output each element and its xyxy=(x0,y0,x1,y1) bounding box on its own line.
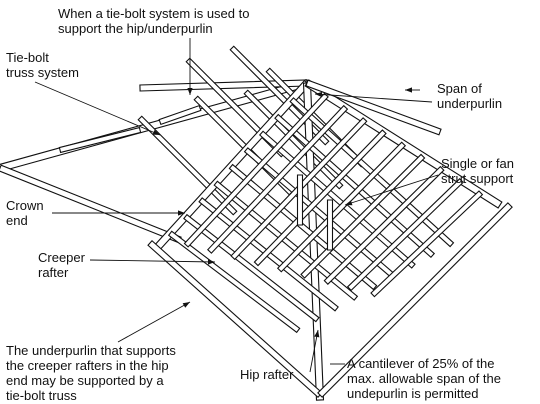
arrow-hip-rafter xyxy=(314,330,320,338)
creeper-rafter xyxy=(276,141,407,273)
top-note-label: When a tie-bolt system is used to suppor… xyxy=(58,6,249,36)
leader-span xyxy=(314,93,433,103)
creeper-rafter xyxy=(323,165,445,285)
arrow-strut xyxy=(345,200,353,206)
creeper-rafter xyxy=(370,190,484,298)
ridge-extension xyxy=(305,79,442,136)
underpurlin-note-line-4: tie-bolt truss xyxy=(6,388,77,403)
leader-strut xyxy=(344,174,439,206)
span-line-2: underpurlin xyxy=(437,96,503,111)
creeper-line-2: rafter xyxy=(38,265,69,280)
creeper-line-1: Creeper xyxy=(38,250,85,265)
ridge-board xyxy=(0,78,309,173)
tie-bolt-truss-member xyxy=(158,104,202,126)
leader-creeper xyxy=(89,259,216,263)
strut-support xyxy=(296,174,304,226)
leader-hip-rafter xyxy=(309,329,319,373)
underpurlin-note-label: The underpurlin that supports the creepe… xyxy=(6,343,176,403)
strut-support-label: Single or fan strut support xyxy=(441,156,514,186)
creeper-rafter xyxy=(274,113,436,259)
common-rafter xyxy=(137,115,238,216)
leader-underpurlin xyxy=(117,301,191,343)
arrow-span xyxy=(315,91,323,98)
tie-bolt-truss-line-1: Tie-bolt xyxy=(6,50,49,65)
cantilever-note-label: A cantilever of 25% of the max. allowabl… xyxy=(347,356,501,401)
crown-end-beam xyxy=(0,164,182,244)
arrow-underpurlin xyxy=(182,302,190,308)
creeper-rafter xyxy=(183,213,320,323)
leader-tie-bolt xyxy=(34,81,161,136)
hip-rafter-label: Hip rafter xyxy=(240,367,293,382)
crown-end-line-2: end xyxy=(6,213,28,228)
cantilever-line-3: undepurlin is permitted xyxy=(347,386,479,401)
cantilever-line-1: A cantilever of 25% of the xyxy=(347,356,495,371)
strut-line-1: Single or fan xyxy=(441,156,514,171)
span-line-1: Span of xyxy=(437,81,482,96)
arrow-creeper xyxy=(208,259,215,265)
span-of-underpurlin-label: Span of underpurlin xyxy=(437,81,502,111)
hip-rafter-line-1: Hip rafter xyxy=(240,367,294,382)
creeper-rafter xyxy=(346,178,464,292)
arrow-tie-bolt xyxy=(152,129,160,135)
tie-bolt-truss-label: Tie-bolt truss system xyxy=(6,50,79,80)
strut-line-2: strut support xyxy=(441,171,514,186)
crown-end-label: Crown end xyxy=(6,198,44,228)
underpurlin-note-line-3: end may be supported by a xyxy=(6,373,164,388)
tie-bolt-truss-line-2: truss system xyxy=(6,65,79,80)
creeper-rafter xyxy=(167,230,301,334)
creeper-rafter xyxy=(183,92,329,248)
underpurlin-note-line-1: The underpurlin that supports xyxy=(6,343,176,358)
arrow-span-top xyxy=(405,87,412,93)
arrow-crown-end xyxy=(178,210,185,216)
creeper-rafter-label: Creeper rafter xyxy=(38,250,85,280)
tie-bolt-truss-member xyxy=(58,126,142,154)
underpurlin-note-line-2: the creeper rafters in the hip xyxy=(6,358,169,373)
creeper-rafter xyxy=(207,104,349,254)
top-note-line-2: support the hip/underpurlin xyxy=(58,21,213,36)
crown-end-line-1: Crown xyxy=(6,198,44,213)
top-note-line-1: When a tie-bolt system is used to xyxy=(58,6,250,21)
arrow-top-note xyxy=(187,88,193,95)
common-rafter xyxy=(229,45,330,146)
strut-support xyxy=(326,199,334,251)
underpurlin-right xyxy=(317,202,513,398)
cantilever-line-2: max. allowable span of the xyxy=(347,371,501,386)
